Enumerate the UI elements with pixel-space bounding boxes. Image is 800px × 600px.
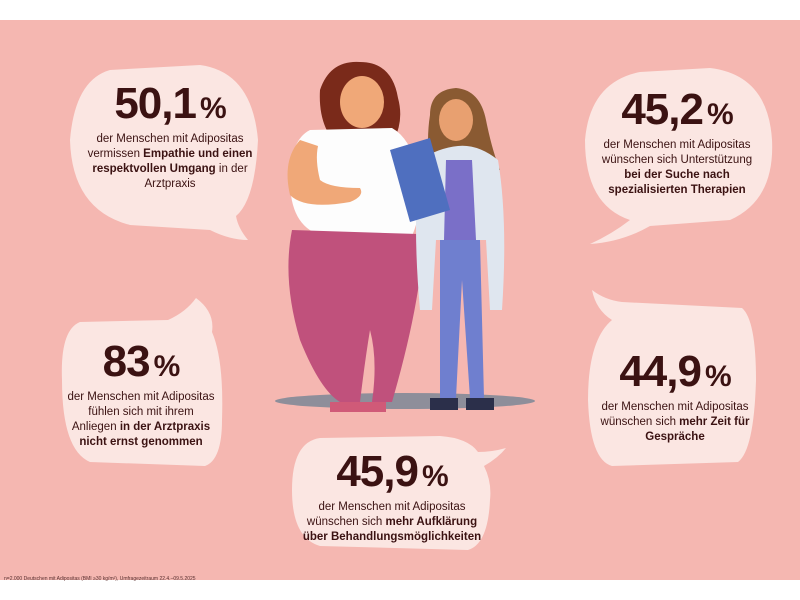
patient-figure [275, 61, 535, 412]
doctor-figure [390, 88, 505, 410]
stat-empathy: 50,1% der Menschen mit Adipositas vermis… [80, 82, 260, 192]
stat-value: 45,2% [621, 85, 733, 134]
stat-more-education: 45,9% der Menschen mit Adipositas wünsch… [296, 450, 488, 545]
speech-bubble-bottom [292, 436, 506, 550]
stat-therapy-support: 45,2% der Menschen mit Adipositas wünsch… [592, 88, 762, 198]
infographic-canvas: 50,1% der Menschen mit Adipositas vermis… [0, 20, 800, 582]
clipboard-icon [390, 138, 450, 222]
source-footnote: n=2.000 Deutschen mit Adipositas (BMI ≥3… [4, 576, 196, 582]
stat-value: 83% [102, 337, 181, 386]
ground-shadow [275, 393, 535, 409]
stat-value: 50,1% [114, 79, 226, 128]
speech-bubble-mid-left [61, 298, 223, 466]
speech-bubbles [61, 61, 773, 550]
speech-bubble-top-left [70, 65, 258, 240]
stat-description: der Menschen mit Adipositas wünschen sic… [601, 139, 753, 196]
stat-description: der Menschen mit Adipositas fühlen sich … [67, 391, 215, 448]
speech-bubble-mid-right [588, 290, 756, 466]
stat-value: 45,9% [336, 447, 448, 496]
stat-description: der Menschen mit Adipositas wünschen sic… [600, 401, 750, 443]
stat-not-taken-seriously: 83% der Menschen mit Adipositas fühlen s… [66, 340, 216, 450]
stat-more-time: 44,9% der Menschen mit Adipositas wünsch… [600, 350, 750, 445]
speech-bubble-top-right [585, 68, 773, 244]
stat-description: der Menschen mit Adipositas vermissen Em… [87, 133, 253, 190]
stat-description: der Menschen mit Adipositas wünschen sic… [302, 501, 482, 543]
stat-value: 44,9% [619, 347, 731, 396]
